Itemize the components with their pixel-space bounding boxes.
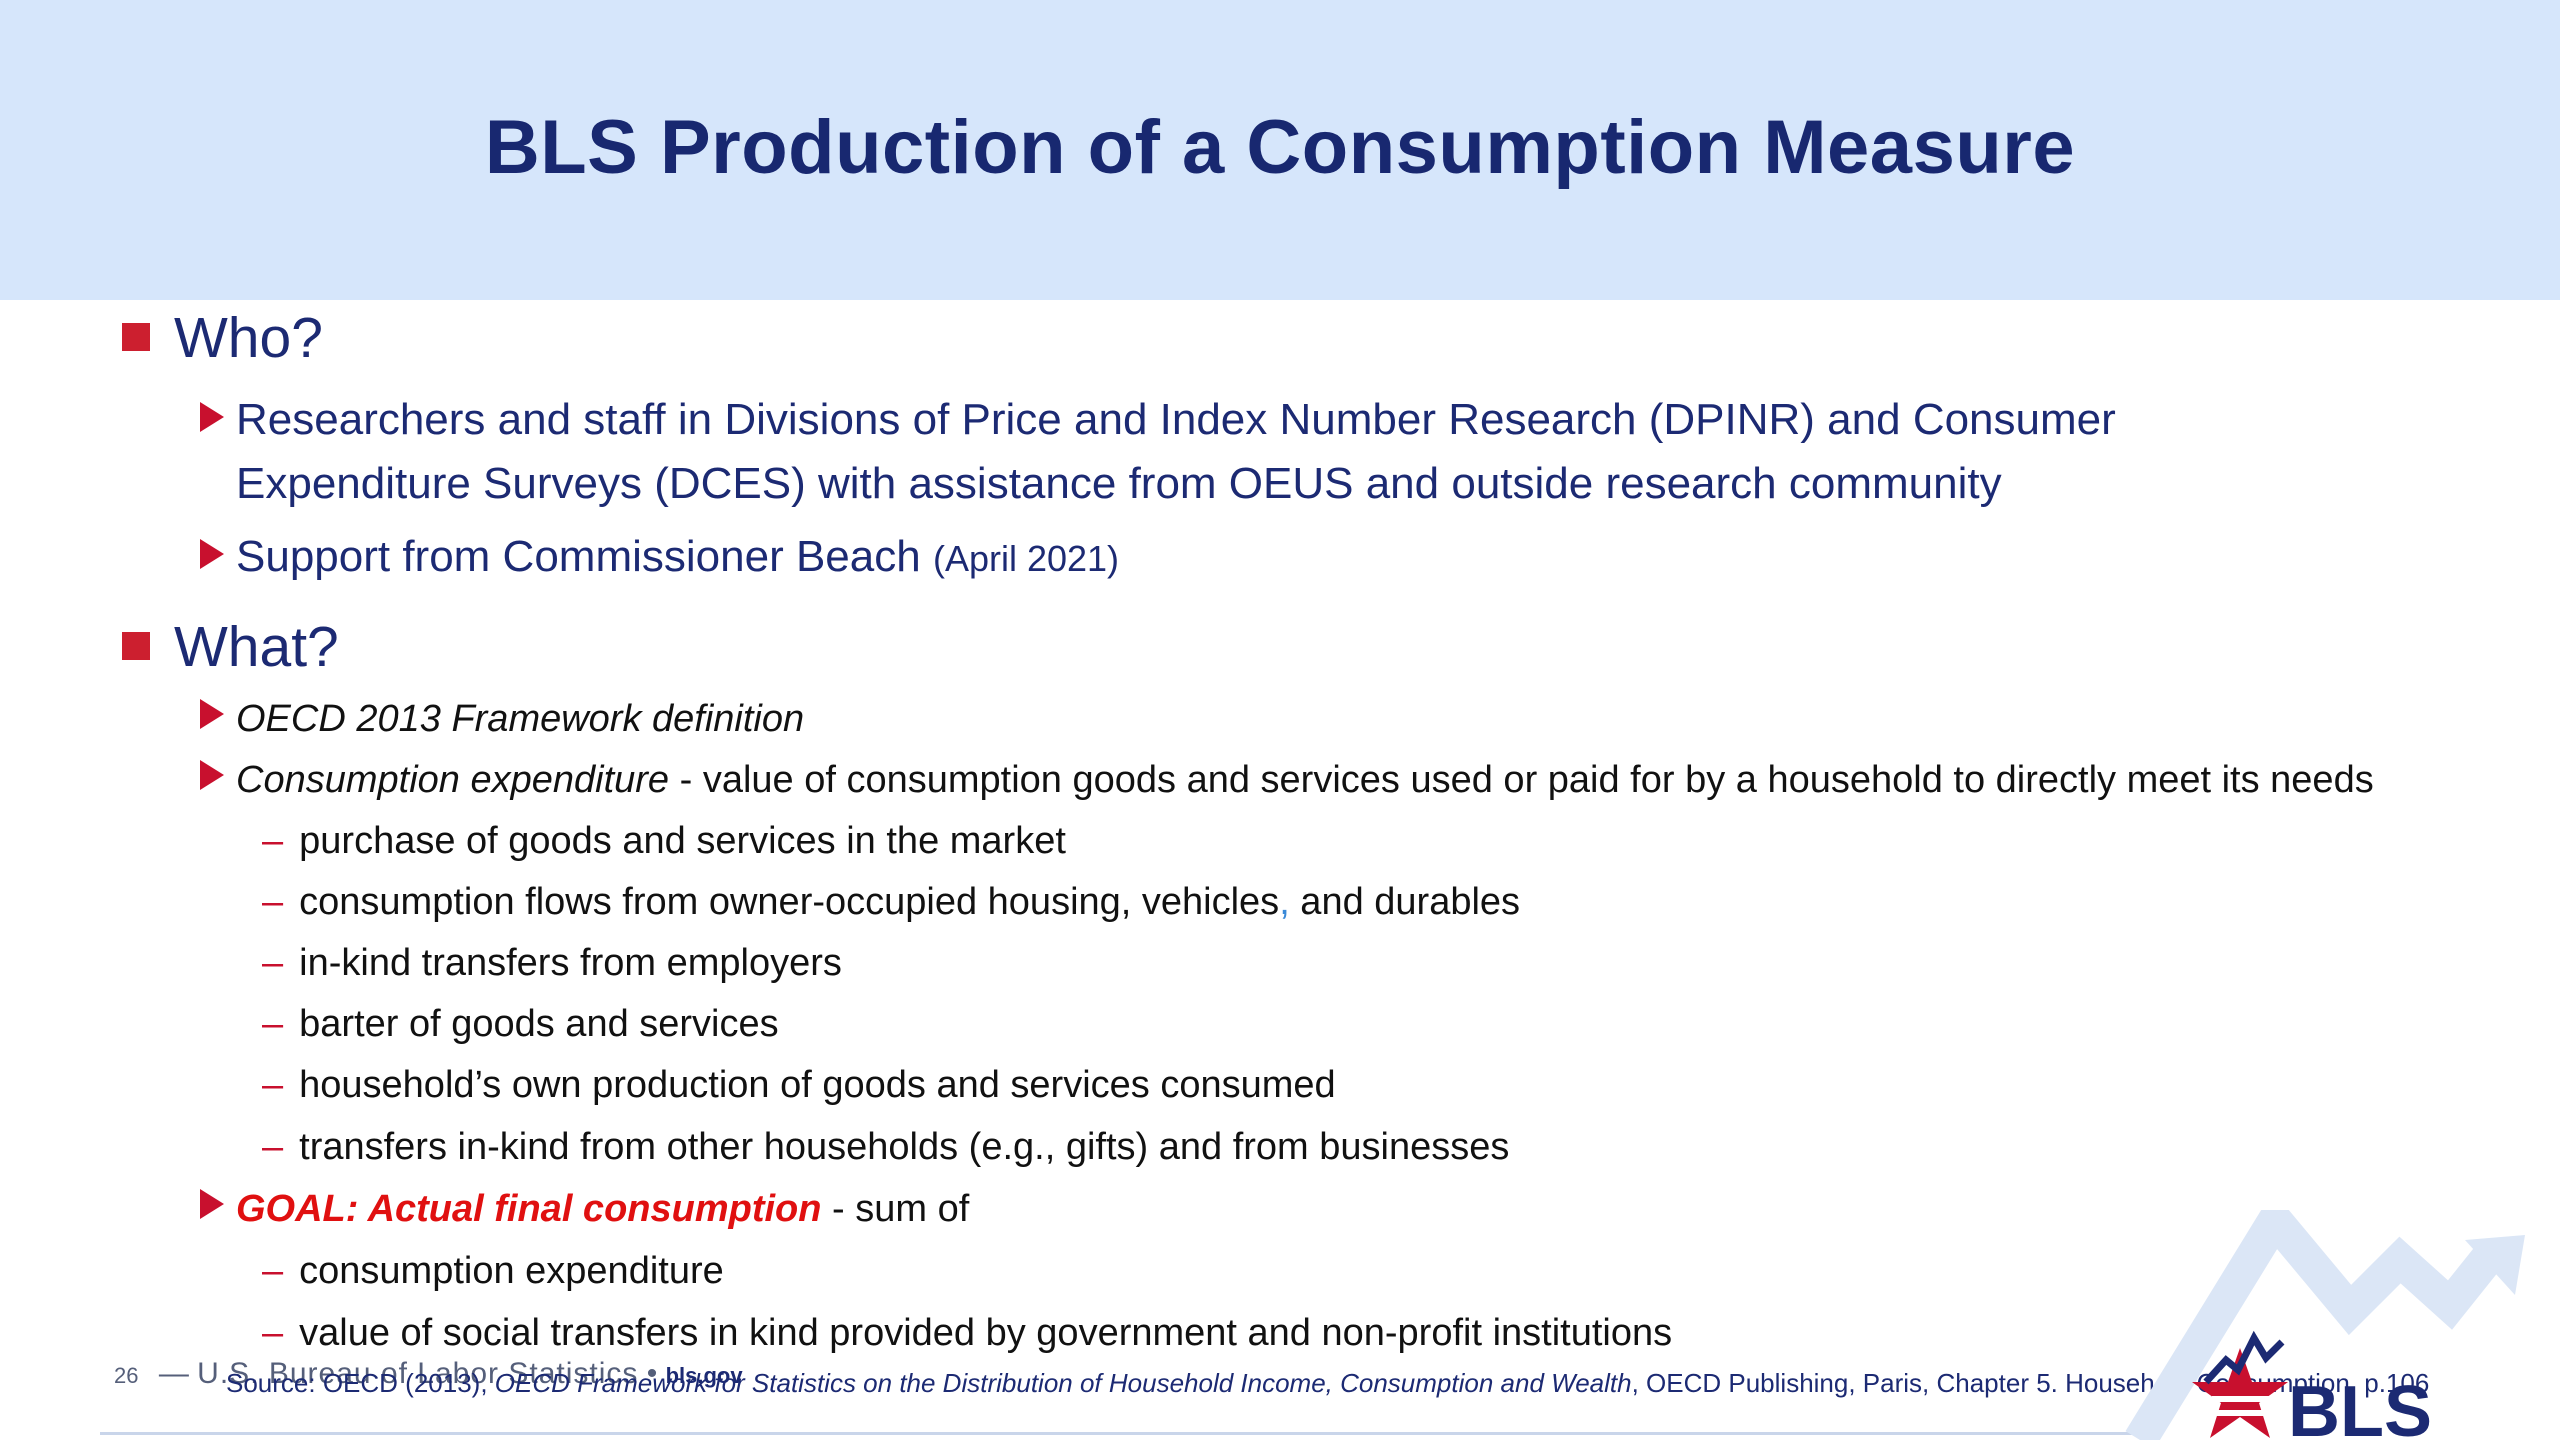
dash-bullet-icon: – [262, 881, 284, 923]
dash-bullet-icon: – [262, 1250, 284, 1292]
footer-bullet: • [646, 1357, 658, 1390]
page-number: 26 [114, 1363, 139, 1388]
dash-bullet-icon: – [262, 942, 284, 984]
sub-item-text: household’s own production of goods and … [299, 1064, 1336, 1106]
sub-item: – transfers in-kind from other households… [262, 1126, 1509, 1169]
goal-item: – consumption expenditure [262, 1250, 724, 1293]
sub-item-text: consumption flows from owner-occupied ho… [299, 881, 1280, 923]
source-suffix: , OECD Publishing, Paris, Chapter 5. Hou… [1631, 1368, 2430, 1398]
dash-bullet-icon: – [262, 1126, 284, 1168]
square-bullet-icon [122, 632, 150, 660]
logo-arrow-head-shape [2465, 1235, 2525, 1295]
dash-bullet-icon: – [262, 1312, 284, 1354]
who-item-support: Support from Commissioner Beach (April 2… [200, 532, 1119, 582]
sub-item-text: purchase of goods and services in the ma… [299, 820, 1066, 862]
what-heading-row: What? [122, 614, 339, 680]
triangle-bullet-icon [200, 539, 224, 569]
goal-item-text: value of social transfers in kind provid… [299, 1312, 1673, 1354]
logo-rising-arrow-shape [2125, 1210, 2504, 1440]
title-banner [0, 0, 2560, 300]
what-consumption-row: Consumption expenditure - value of consu… [200, 759, 2374, 802]
sub-item-text-tail: and durables [1289, 881, 1521, 923]
footer-website-link[interactable]: bls.gov [665, 1363, 743, 1388]
dash-bullet-icon: – [262, 1064, 284, 1106]
sub-item-comma: , [1279, 881, 1290, 923]
consumption-definition: - value of consumption goods and service… [669, 759, 2374, 801]
footer-divider [100, 1432, 2150, 1435]
dash-bullet-icon: – [262, 1003, 284, 1045]
goal-suffix: - sum of [821, 1188, 970, 1230]
source-title: OECD Framework for Statistics on the Dis… [494, 1368, 1632, 1398]
who-item-researchers: Researchers and staff in Divisions of Pr… [200, 388, 2336, 516]
who-heading: Who? [174, 306, 323, 370]
framework-definition: OECD 2013 Framework definition [236, 698, 805, 740]
support-date: (April 2021) [932, 538, 1120, 579]
triangle-bullet-icon [200, 699, 224, 729]
what-heading: What? [174, 615, 339, 679]
sub-item: – consumption flows from owner-occupied h… [262, 881, 1520, 924]
goal-row: GOAL: Actual final consumption - sum of [200, 1188, 969, 1231]
what-framework-row: OECD 2013 Framework definition [200, 698, 804, 741]
bls-logo: BLS [2125, 1210, 2525, 1440]
sub-item-text: barter of goods and services [299, 1003, 779, 1045]
sub-item: – purchase of goods and services in the m… [262, 820, 1066, 863]
footer-separator: — [158, 1357, 189, 1390]
footer-credit: 26 — U.S. Bureau of Labor Statistics • b… [114, 1357, 743, 1391]
who-item-text: Researchers and staff in Divisions of Pr… [236, 395, 2116, 508]
logo-chart-line-icon [2203, 1330, 2285, 1385]
triangle-bullet-icon [200, 760, 224, 790]
source-prefix: Source: OECD (2013), [226, 1368, 495, 1398]
triangle-bullet-icon [200, 1189, 224, 1219]
sub-item: – household’s own production of goods and… [262, 1064, 1336, 1107]
goal-label: GOAL: Actual final consumption [236, 1188, 822, 1230]
slide-title: BLS Production of a Consumption Measure [484, 105, 2076, 190]
sub-item-text: transfers in-kind from other households … [299, 1126, 1510, 1168]
square-bullet-icon [122, 323, 150, 351]
goal-item: – value of social transfers in kind provi… [262, 1312, 1672, 1355]
source-citation: Source: OECD (2013), OECD Framework for … [226, 1368, 2429, 1399]
dash-bullet-icon: – [262, 820, 284, 862]
who-heading-row: Who? [122, 305, 323, 371]
consumption-term: Consumption expenditure [236, 759, 670, 801]
logo-stripe [2212, 1410, 2270, 1416]
sub-item: – in-kind transfers from employers [262, 942, 842, 985]
logo-star-icon [2192, 1348, 2288, 1438]
logo-text: BLS [2288, 1372, 2432, 1440]
logo-stripe [2212, 1396, 2270, 1402]
footer-org: U.S. Bureau of Labor Statistics [197, 1357, 639, 1390]
sub-item: – barter of goods and services [262, 1003, 779, 1046]
triangle-bullet-icon [200, 402, 224, 432]
goal-item-text: consumption expenditure [299, 1250, 724, 1292]
who-item-text: Support from Commissioner Beach [236, 532, 921, 581]
sub-item-text: in-kind transfers from employers [299, 942, 842, 984]
